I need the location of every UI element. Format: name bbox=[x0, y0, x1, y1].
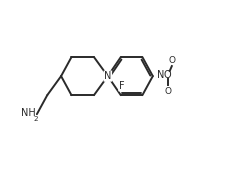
Text: O: O bbox=[164, 87, 171, 96]
Text: O: O bbox=[168, 56, 175, 65]
Text: N: N bbox=[156, 70, 164, 80]
Text: O: O bbox=[163, 70, 171, 80]
Text: N: N bbox=[104, 71, 111, 81]
Text: NH: NH bbox=[21, 108, 36, 118]
Text: F: F bbox=[118, 81, 124, 91]
Text: 2: 2 bbox=[34, 116, 38, 121]
